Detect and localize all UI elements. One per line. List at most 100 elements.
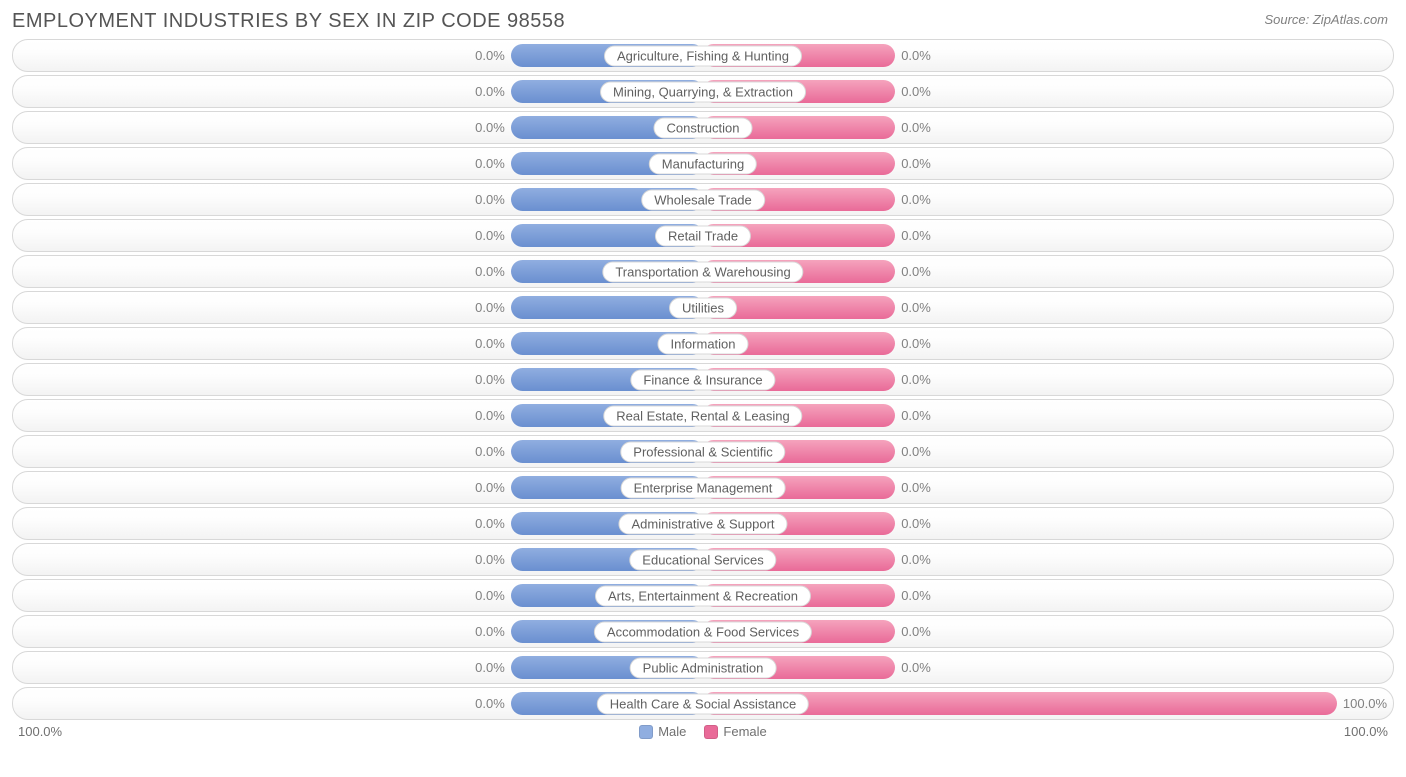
female-pct-label: 0.0% <box>895 588 937 603</box>
category-label: Educational Services <box>629 549 776 570</box>
female-half: 0.0% <box>703 76 1393 107</box>
category-label: Information <box>657 333 748 354</box>
bar-row: 0.0% 0.0% Public Administration <box>12 651 1394 684</box>
male-pct-label: 0.0% <box>469 624 511 639</box>
female-pct-label: 0.0% <box>895 372 937 387</box>
male-half: 0.0% <box>13 112 703 143</box>
female-pct-label: 0.0% <box>895 192 937 207</box>
male-half: 0.0% <box>13 292 703 323</box>
female-half: 0.0% <box>703 220 1393 251</box>
male-pct-label: 0.0% <box>469 192 511 207</box>
category-label: Administrative & Support <box>618 513 787 534</box>
bar-row: 0.0% 0.0% Arts, Entertainment & Recreation <box>12 579 1394 612</box>
category-label: Manufacturing <box>649 153 757 174</box>
male-half: 0.0% <box>13 328 703 359</box>
male-pct-label: 0.0% <box>469 120 511 135</box>
male-half: 0.0% <box>13 148 703 179</box>
female-half: 0.0% <box>703 436 1393 467</box>
category-label: Construction <box>654 117 753 138</box>
female-pct-label: 0.0% <box>895 624 937 639</box>
female-pct-label: 0.0% <box>895 264 937 279</box>
legend-male-label: Male <box>658 724 686 739</box>
bar-row: 0.0% 0.0% Information <box>12 327 1394 360</box>
bar-row: 0.0% 0.0% Real Estate, Rental & Leasing <box>12 399 1394 432</box>
female-pct-label: 0.0% <box>895 84 937 99</box>
female-pct-label: 0.0% <box>895 228 937 243</box>
female-pct-label: 0.0% <box>895 48 937 63</box>
category-label: Finance & Insurance <box>630 369 775 390</box>
chart-title: EMPLOYMENT INDUSTRIES BY SEX IN ZIP CODE… <box>12 10 1394 33</box>
category-label: Health Care & Social Assistance <box>597 693 809 714</box>
bar-row: 0.0%0.0%Enterprise Management <box>12 471 1394 504</box>
female-pct-label: 0.0% <box>895 336 937 351</box>
male-pct-label: 0.0% <box>469 228 511 243</box>
bar-row: 0.0% 0.0% Retail Trade <box>12 219 1394 252</box>
male-pct-label: 0.0% <box>469 588 511 603</box>
category-label: Real Estate, Rental & Leasing <box>603 405 802 426</box>
female-half: 0.0% <box>703 544 1393 575</box>
female-half: 0.0% <box>703 40 1393 71</box>
female-pct-label: 0.0% <box>895 660 937 675</box>
chart-footer: 100.0% Male Female 100.0% <box>12 724 1394 739</box>
female-pct-label: 0.0% <box>895 480 937 495</box>
female-pct-label: 100.0% <box>1337 696 1393 711</box>
bar-rows: 0.0% 0.0% Agriculture, Fishing & Hunting 0.… <box>12 39 1394 720</box>
category-label: Wholesale Trade <box>641 189 765 210</box>
male-half: 0.0% <box>13 652 703 683</box>
male-half: 0.0% <box>13 400 703 431</box>
female-half: 0.0% <box>703 148 1393 179</box>
male-pct-label: 0.0% <box>469 264 511 279</box>
male-half: 0.0% <box>13 364 703 395</box>
male-half: 0.0% <box>13 184 703 215</box>
female-swatch-icon <box>704 725 718 739</box>
bar-row: 0.0%0.0%Administrative & Support <box>12 507 1394 540</box>
male-pct-label: 0.0% <box>469 84 511 99</box>
female-pct-label: 0.0% <box>895 444 937 459</box>
female-pct-label: 0.0% <box>895 300 937 315</box>
source-attribution: Source: ZipAtlas.com <box>1264 12 1388 27</box>
bar-row: 0.0% 0.0% Accommodation & Food Services <box>12 615 1394 648</box>
female-pct-label: 0.0% <box>895 408 937 423</box>
male-pct-label: 0.0% <box>469 408 511 423</box>
category-label: Enterprise Management <box>621 477 786 498</box>
category-label: Mining, Quarrying, & Extraction <box>600 81 806 102</box>
male-half: 0.0% <box>13 472 703 503</box>
bar-row: 0.0%0.0%Manufacturing <box>12 147 1394 180</box>
category-label: Professional & Scientific <box>620 441 785 462</box>
male-pct-label: 0.0% <box>469 516 511 531</box>
male-pct-label: 0.0% <box>469 336 511 351</box>
male-swatch-icon <box>639 725 653 739</box>
male-pct-label: 0.0% <box>469 300 511 315</box>
male-half: 0.0% <box>13 220 703 251</box>
male-pct-label: 0.0% <box>469 696 511 711</box>
female-half: 0.0% <box>703 472 1393 503</box>
bar-row: 0.0% 100.0% Health Care & Social Assistanc… <box>12 687 1394 720</box>
category-label: Arts, Entertainment & Recreation <box>595 585 811 606</box>
axis-right-max: 100.0% <box>1344 724 1388 739</box>
axis-left-max: 100.0% <box>18 724 62 739</box>
male-pct-label: 0.0% <box>469 48 511 63</box>
chart-container: EMPLOYMENT INDUSTRIES BY SEX IN ZIP CODE… <box>0 0 1406 743</box>
female-half: 0.0% <box>703 400 1393 431</box>
male-pct-label: 0.0% <box>469 660 511 675</box>
bar-row: 0.0% 0.0% Wholesale Trade <box>12 183 1394 216</box>
female-half: 0.0% <box>703 508 1393 539</box>
category-label: Public Administration <box>630 657 777 678</box>
category-label: Retail Trade <box>655 225 751 246</box>
female-pct-label: 0.0% <box>895 552 937 567</box>
bar-row: 0.0%0.0%Finance & Insurance <box>12 363 1394 396</box>
male-pct-label: 0.0% <box>469 552 511 567</box>
female-half: 0.0% <box>703 652 1393 683</box>
category-label: Accommodation & Food Services <box>594 621 812 642</box>
category-label: Agriculture, Fishing & Hunting <box>604 45 802 66</box>
category-label: Transportation & Warehousing <box>602 261 803 282</box>
bar-row: 0.0% 0.0% Mining, Quarrying, & Extraction <box>12 75 1394 108</box>
category-label: Utilities <box>669 297 737 318</box>
male-pct-label: 0.0% <box>469 444 511 459</box>
female-pct-label: 0.0% <box>895 156 937 171</box>
bar-row: 0.0% 0.0% Utilities <box>12 291 1394 324</box>
male-half: 0.0% <box>13 40 703 71</box>
legend-male: Male <box>639 724 686 739</box>
female-half: 0.0% <box>703 364 1393 395</box>
male-half: 0.0% <box>13 436 703 467</box>
